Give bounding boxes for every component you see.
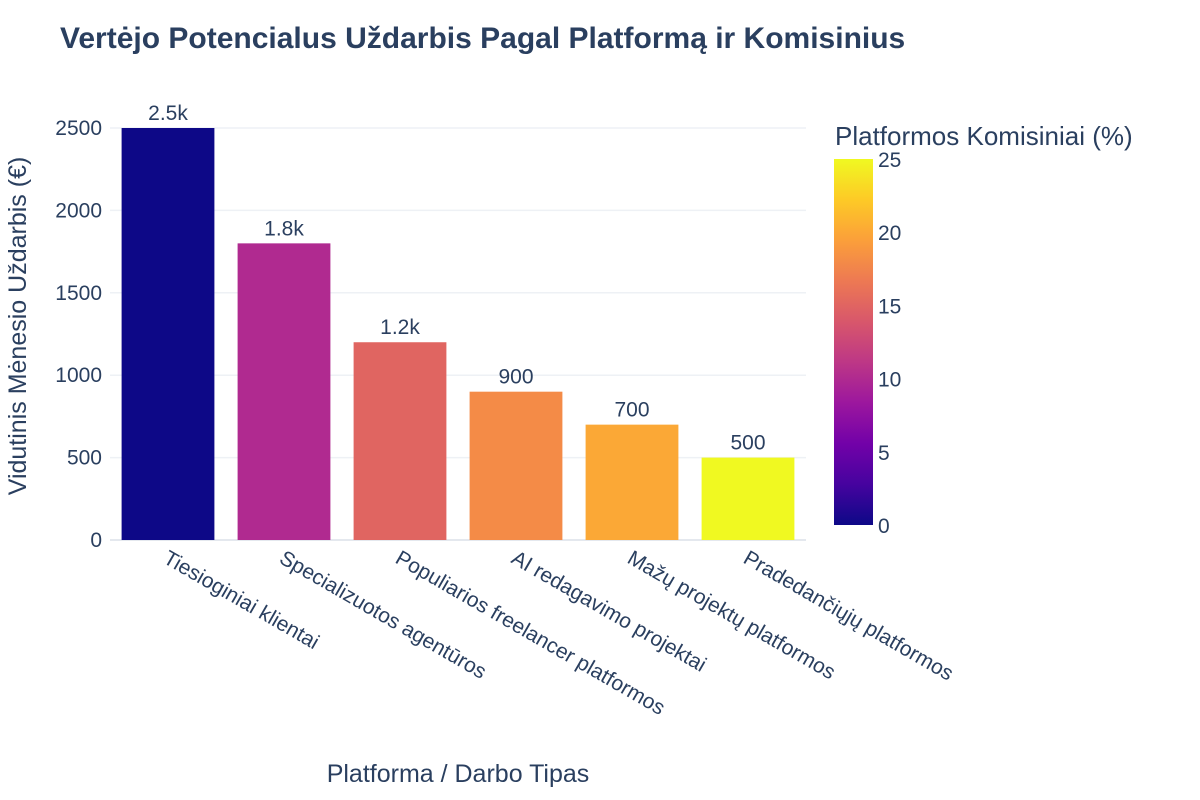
bar (585, 424, 679, 540)
y-axis-ticks: 0 500 1000 1500 2000 2500 (55, 117, 102, 552)
bar (237, 243, 331, 541)
colorbar-title: Platformos Komisiniai (%) (835, 121, 1133, 151)
y-tick-label: 1500 (55, 282, 102, 305)
y-axis-title: Vidutinis Mėnesio Uždarbis (€) (4, 157, 32, 496)
y-tick-label: 0 (90, 529, 102, 552)
bar-value-labels: 2.5k 1.8k 1.2k 900 700 500 (148, 102, 765, 455)
bar-value-label: 1.2k (380, 316, 420, 339)
colorbar-tick-label: 20 (878, 222, 901, 245)
colorbar-gradient (834, 159, 873, 525)
bar-value-label: 700 (614, 399, 649, 422)
colorbar: Platformos Komisiniai (%) 0 5 10 15 20 25 (834, 121, 1133, 538)
x-tick-label: AI redagavimo projektai (508, 546, 711, 676)
x-tick-label: Specializuotos agentūros (276, 546, 491, 683)
bar (121, 128, 215, 540)
chart-title: Vertėjo Potencialus Uždarbis Pagal Platf… (60, 22, 906, 55)
colorbar-tick-label: 25 (878, 149, 901, 172)
colorbar-tick-label: 5 (878, 442, 890, 465)
colorbar-tick-label: 10 (878, 369, 901, 392)
y-tick-label: 500 (67, 447, 102, 470)
colorbar-tick-label: 15 (878, 295, 901, 318)
x-axis-title: Platforma / Darbo Tipas (327, 760, 590, 788)
bar-value-label: 2.5k (148, 102, 188, 125)
bar-value-label: 500 (730, 432, 765, 455)
y-tick-label: 2500 (55, 117, 102, 140)
bar (701, 457, 795, 540)
y-tick-label: 2000 (55, 199, 102, 222)
bar-value-label: 900 (498, 366, 533, 389)
x-tick-label: Mažų projektų platformos (624, 546, 840, 684)
colorbar-ticks: 0 5 10 15 20 25 (878, 149, 901, 538)
colorbar-tick-label: 0 (878, 515, 890, 538)
bar-value-label: 1.8k (264, 217, 304, 240)
y-tick-label: 1000 (55, 364, 102, 387)
gridlines (110, 127, 806, 541)
x-tick-label: Pradedančiųjų platformos (740, 546, 958, 685)
bar (353, 342, 447, 540)
bars (121, 128, 795, 541)
bar (469, 391, 563, 540)
